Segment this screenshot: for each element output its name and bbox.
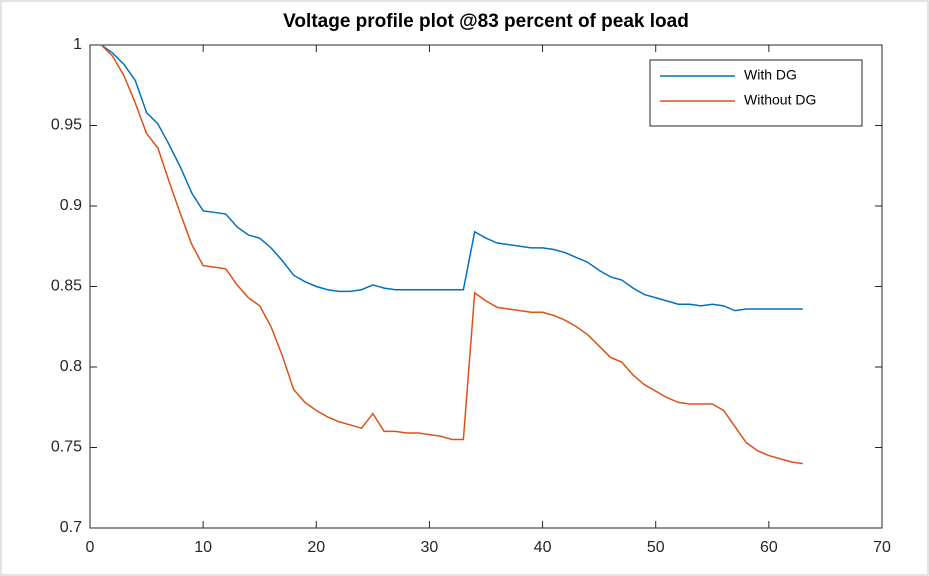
x-tick-label: 70 [873,539,891,556]
data-line [100,44,803,465]
x-tick-label: 0 [86,539,95,556]
x-tick-label: 50 [647,539,665,556]
chart-title: Voltage profile plot @83 percent of peak… [283,11,689,32]
y-tick-label: 1 [73,36,82,53]
y-tick-label: 0.95 [51,117,82,134]
legend-box [649,59,863,127]
legend-label: With DG [744,67,797,83]
y-tick-label: 0.7 [60,519,82,536]
y-tick-label: 0.8 [60,358,82,375]
x-tick-label: 20 [307,539,325,556]
x-tick-label: 10 [194,539,212,556]
y-tick-label: 0.9 [60,197,82,214]
legend-label: Without DG [744,92,816,108]
x-tick-label: 30 [421,539,439,556]
x-tick-label: 40 [534,539,552,556]
y-tick-label: 0.75 [51,439,82,456]
x-tick-label: 60 [760,539,778,556]
data-line [100,44,803,312]
y-tick-label: 0.85 [51,278,82,295]
